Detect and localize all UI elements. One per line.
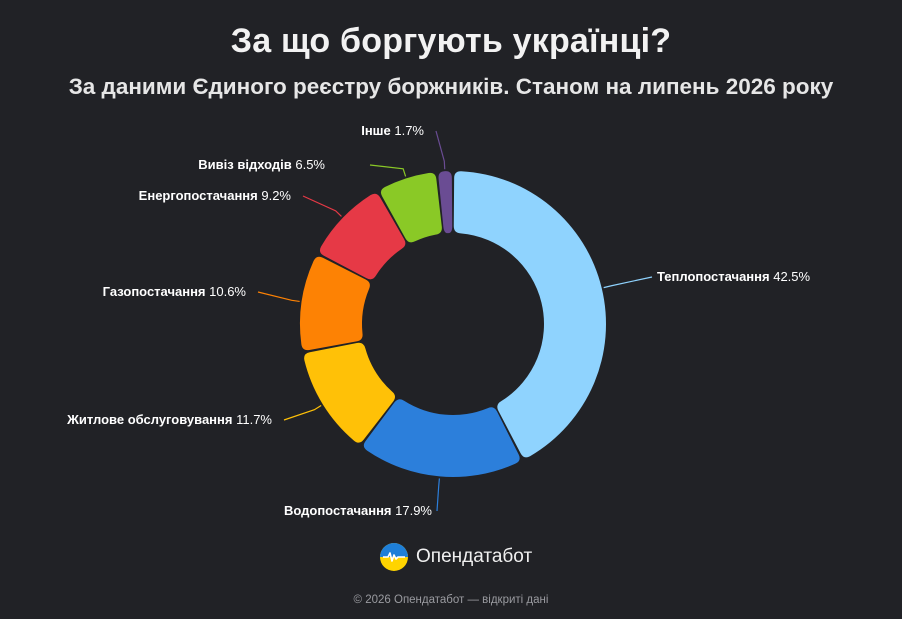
slice-4 bbox=[300, 256, 370, 351]
slice-label-1: Теплопостачання 42.5% bbox=[657, 269, 811, 284]
slice-7 bbox=[438, 171, 453, 234]
slice-label-3: Житлове обслуговування 11.7% bbox=[66, 412, 272, 427]
slice-label-5: Енергопостачання 9.2% bbox=[139, 188, 292, 203]
leader-line-4 bbox=[257, 291, 300, 303]
chart-title: За що боргують українці? bbox=[230, 22, 672, 60]
slice-label-6: Вивіз відходів 6.5% bbox=[198, 157, 325, 172]
leader-line-2 bbox=[436, 478, 440, 512]
slice-label-7: Інше 1.7% bbox=[361, 123, 424, 138]
footer-text: © 2026 Опендатабот — відкриті дані bbox=[353, 594, 549, 606]
chart-subtitle: За даними Єдиного реєстру боржників. Ста… bbox=[68, 74, 834, 99]
leader-line-3 bbox=[283, 405, 322, 421]
slice-6 bbox=[380, 172, 442, 243]
slice-label-2: Водопостачання 17.9% bbox=[284, 503, 432, 518]
leader-line-6 bbox=[369, 164, 407, 177]
slice-label-4: Газопостачання 10.6% bbox=[103, 284, 247, 299]
slice-1 bbox=[453, 171, 606, 458]
slice-3 bbox=[304, 342, 396, 443]
opendatabot-logo-icon bbox=[380, 543, 408, 571]
leader-line-1 bbox=[603, 276, 653, 289]
leader-line-7 bbox=[435, 130, 446, 170]
brand: Опендатабот bbox=[380, 542, 532, 572]
brand-name: Опендатабот bbox=[416, 546, 533, 567]
leader-line-5 bbox=[302, 195, 342, 217]
slice-5 bbox=[319, 193, 406, 280]
slice-2 bbox=[363, 399, 520, 478]
